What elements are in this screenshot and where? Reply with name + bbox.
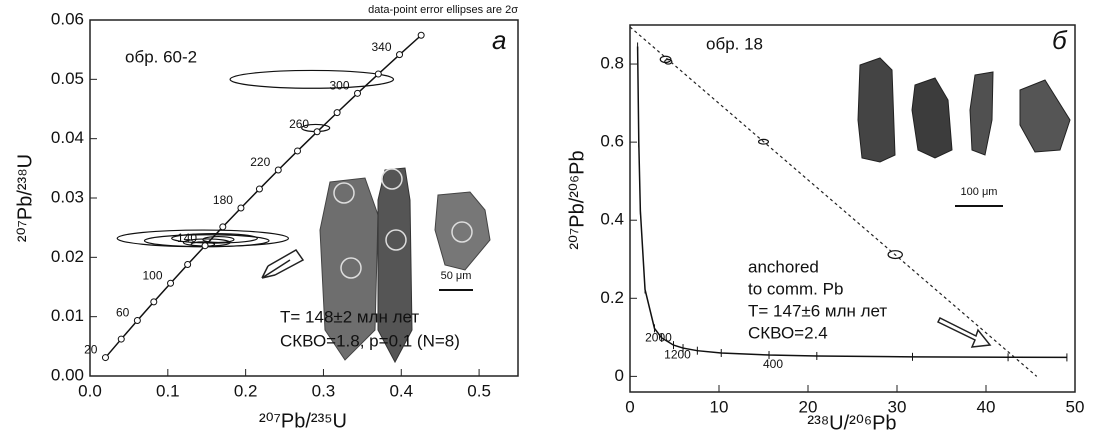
age-label: 260 <box>289 117 309 131</box>
panel-letter: а <box>492 25 506 55</box>
zircon-photos <box>319 167 491 364</box>
result-line: T= 147±6 млн лет <box>748 301 887 320</box>
x-tick-label: 0.0 <box>78 381 102 400</box>
age-label: 60 <box>116 306 130 320</box>
discordia-line <box>629 26 1038 377</box>
age-label: 340 <box>371 40 391 54</box>
sample-label: обр. 18 <box>706 34 763 53</box>
x-tick-label: 0.1 <box>156 381 180 400</box>
age-point <box>167 279 175 287</box>
age-point <box>237 204 245 212</box>
x-axis-title: ²³⁸U/²⁰⁶Pb <box>807 412 896 434</box>
age-point <box>201 242 209 250</box>
x-tick-label: 0.2 <box>234 381 258 400</box>
age-label: 140 <box>177 231 197 245</box>
age-point <box>184 261 192 269</box>
y-tick-label: 0.04 <box>51 128 84 147</box>
age-label: 220 <box>250 155 270 169</box>
y-tick-label: 0.05 <box>51 69 84 88</box>
x-tick-label: 30 <box>888 397 907 416</box>
age-label: 180 <box>213 193 233 207</box>
sample-label: обр. 60-2 <box>125 47 197 66</box>
error-ellipse <box>229 69 395 89</box>
age-point <box>150 298 158 306</box>
y-tick-label: 0.01 <box>51 306 84 325</box>
x-tick-label: 40 <box>977 397 996 416</box>
age-point <box>313 128 321 136</box>
y-tick-label: 0.4 <box>600 210 624 229</box>
age-point <box>374 70 382 78</box>
arrow <box>936 316 992 348</box>
age-point <box>293 147 301 155</box>
y-tick-label: 0.6 <box>600 132 624 151</box>
y-tick-label: 0 <box>615 366 624 385</box>
age-label: 20 <box>84 343 98 357</box>
y-axis-title: ²⁰⁷Pb/²⁰⁶Pb <box>566 150 588 249</box>
x-tick-label: 0.3 <box>312 381 336 400</box>
age-point <box>333 109 341 117</box>
y-tick-label: 0.00 <box>51 365 84 384</box>
error-ellipse <box>758 138 769 145</box>
x-tick-label: 0 <box>625 397 634 416</box>
age-point <box>133 317 141 325</box>
x-tick-label: 50 <box>1066 397 1085 416</box>
error-ellipse <box>202 235 235 244</box>
scale-label: 100 μm <box>961 186 998 198</box>
y-tick-label: 0.06 <box>51 9 84 28</box>
age-point <box>101 354 109 362</box>
age-point <box>354 89 362 97</box>
y-tick-label: 0.8 <box>600 54 624 73</box>
y-tick-label: 0.2 <box>600 288 624 307</box>
result-line: anchored <box>748 257 819 276</box>
panel-letter: б <box>1052 25 1068 55</box>
age-point <box>274 166 282 174</box>
age-point <box>417 31 425 39</box>
zircon-photos <box>857 57 1071 207</box>
age-label: 400 <box>763 357 783 371</box>
age-label: 100 <box>143 268 163 282</box>
y-axis-title: ²⁰⁷Pb/²³⁸U <box>14 154 36 242</box>
arrow <box>261 249 305 279</box>
age-point <box>219 223 227 231</box>
age-point <box>255 185 263 193</box>
plot-frame <box>629 24 1076 393</box>
x-tick-label: 0.5 <box>467 381 491 400</box>
concordia-curve <box>104 34 422 359</box>
result-line: to comm. Pb <box>748 279 843 298</box>
result-line: СКВО=1.8, p=0.1 (N=8) <box>280 331 460 350</box>
x-tick-label: 10 <box>710 397 729 416</box>
scale-label: 50 μm <box>441 270 472 282</box>
x-tick-label: 20 <box>799 397 818 416</box>
age-label: 300 <box>329 79 349 93</box>
ellipse-note: data-point error ellipses are 2σ <box>368 4 518 16</box>
result-line: T= 148±2 млн лет <box>280 307 419 326</box>
age-label: 1200 <box>664 347 691 361</box>
age-label: 2000 <box>645 331 672 345</box>
y-tick-label: 0.02 <box>51 247 84 266</box>
y-tick-label: 0.03 <box>51 187 84 206</box>
result-line: СКВО=2.4 <box>748 323 828 342</box>
age-point <box>396 51 404 59</box>
x-tick-label: 0.4 <box>389 381 413 400</box>
error-ellipse <box>887 250 903 260</box>
age-point <box>117 335 125 343</box>
error-ellipse <box>171 232 258 244</box>
x-axis-title: ²⁰⁷Pb/²³⁵U <box>259 410 347 432</box>
